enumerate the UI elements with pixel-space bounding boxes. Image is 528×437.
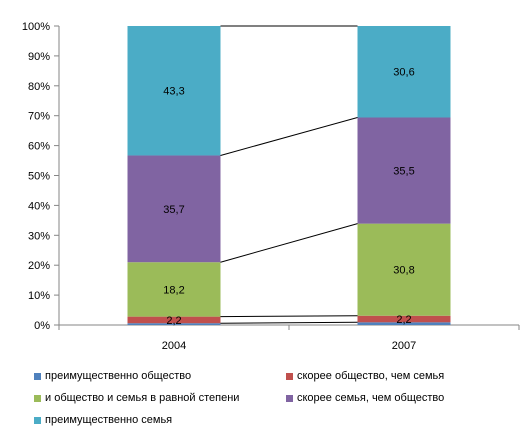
x-tick-label: 2004	[162, 340, 186, 352]
legend-item: скорее общество, чем семья	[286, 370, 444, 382]
stacked-bar-chart: 0% 10% 20% 30% 40% 50% 60% 70% 80% 90% 100% 2004 200…	[22, 21, 520, 352]
legend-item: преимущественно семья	[34, 414, 172, 426]
y-tick-label: 50%	[28, 171, 50, 183]
y-tick-label: 10%	[28, 290, 50, 302]
legend-label: скорее семья, чем общество	[297, 392, 445, 404]
bar-segment	[357, 322, 451, 325]
legend-label: преимущественно семья	[45, 414, 173, 426]
bar-segment	[127, 323, 221, 325]
legend-swatch	[34, 372, 41, 380]
y-tick-label: 80%	[28, 81, 50, 93]
legend-swatch	[34, 416, 41, 424]
bar-segment	[127, 316, 221, 324]
bar-segment	[127, 26, 221, 156]
legend-label: и общество и семья в равной степени	[45, 392, 240, 404]
data-label: 35,5	[393, 166, 414, 178]
bar-segment	[127, 262, 221, 317]
series-line	[220, 223, 358, 263]
legend-label: скорее общество, чем семья	[297, 370, 445, 382]
bars	[127, 26, 451, 325]
y-tick-label: 60%	[28, 141, 50, 153]
bar-segment	[357, 223, 451, 316]
legend-item: скорее семья, чем общество	[286, 392, 444, 404]
series-line	[220, 321, 358, 324]
data-label: 30,6	[393, 67, 414, 79]
y-tick-label: 40%	[28, 200, 50, 212]
data-label: 35,7	[163, 204, 184, 216]
data-label: 2,2	[166, 315, 181, 327]
data-labels: 2,2 2,2 18,2 30,8 35,7 35,5 43,3 30,6	[163, 67, 414, 327]
bar-segment	[357, 117, 451, 224]
legend-swatch	[286, 394, 293, 402]
legend-item: и общество и семья в равной степени	[34, 392, 239, 404]
bar-segment	[127, 155, 221, 263]
data-label: 2,2	[396, 314, 411, 326]
y-tick-label: 100%	[22, 21, 50, 33]
y-tick-label: 90%	[28, 51, 50, 63]
legend-item: преимущественно общество	[34, 370, 191, 382]
y-tick-label: 0%	[34, 320, 50, 332]
legend-label: преимущественно общество	[45, 370, 192, 382]
series-line	[220, 315, 358, 318]
data-label: 30,8	[393, 265, 414, 277]
series-line	[220, 117, 358, 156]
y-tick-label: 70%	[28, 111, 50, 123]
x-tick-label: 2007	[392, 340, 416, 352]
legend-swatch	[34, 394, 41, 402]
axes: 0% 10% 20% 30% 40% 50% 60% 70% 80% 90% 100% 2004 200…	[22, 21, 520, 352]
data-label: 43,3	[163, 86, 184, 98]
bar-segment	[357, 315, 451, 323]
legend: преимущественно общество скорее общество,…	[0, 360, 528, 437]
data-label: 18,2	[163, 284, 184, 296]
bar-segment	[357, 26, 451, 118]
y-tick-label: 30%	[28, 230, 50, 242]
series-lines	[220, 25, 358, 324]
legend-swatch	[286, 372, 293, 380]
y-tick-label: 20%	[28, 260, 50, 272]
